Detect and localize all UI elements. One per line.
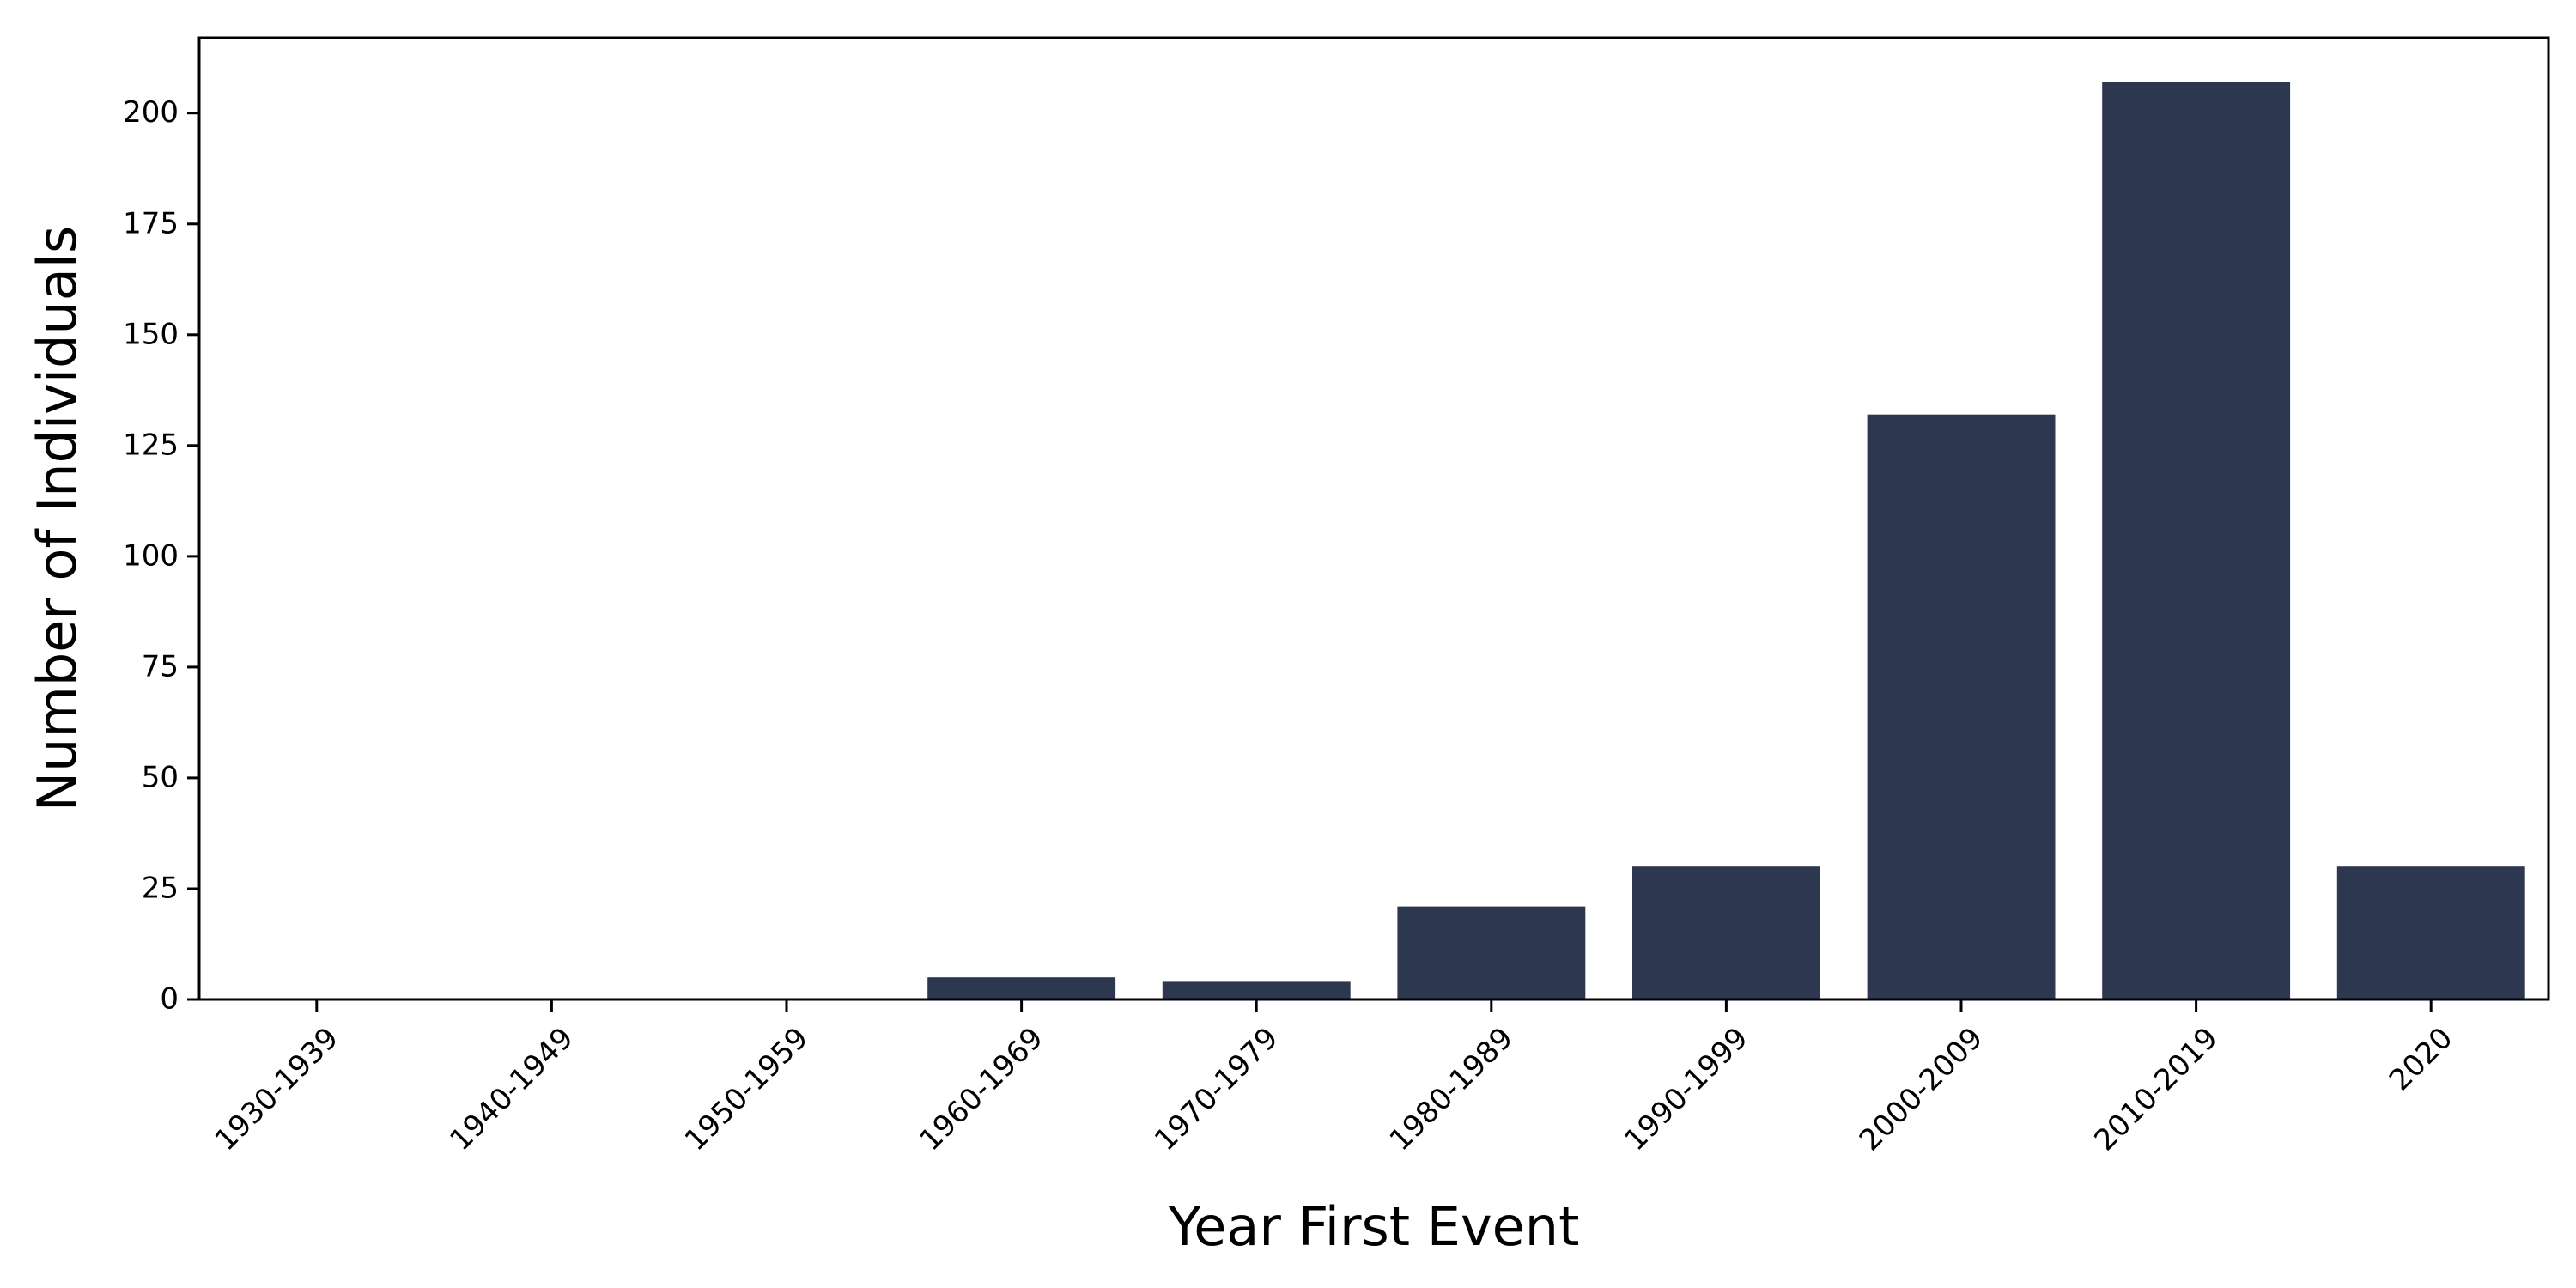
axes-layer bbox=[197, 36, 2550, 1001]
y-tick-label: 175 bbox=[123, 206, 179, 240]
bar-1960-1969 bbox=[927, 977, 1116, 999]
bar-2020 bbox=[2336, 866, 2525, 999]
y-tick-label: 0 bbox=[160, 982, 179, 1017]
y-tick-label: 75 bbox=[142, 649, 179, 683]
x-tick-label: 1960-1969 bbox=[913, 1021, 1049, 1157]
x-tick-label: 1950-1959 bbox=[678, 1021, 815, 1157]
y-tick-label: 150 bbox=[123, 317, 179, 351]
y-axis-title: Number of Individuals bbox=[26, 226, 88, 811]
x-tick-label: 1970-1979 bbox=[1148, 1021, 1285, 1157]
x-tick-label: 1980-1989 bbox=[1383, 1021, 1520, 1157]
plot-frame bbox=[197, 36, 2550, 1001]
y-tick-label: 50 bbox=[142, 760, 179, 794]
y-tick-label: 25 bbox=[142, 872, 179, 906]
x-tick-label: 2020 bbox=[2383, 1021, 2459, 1097]
bar-1990-1999 bbox=[1632, 866, 1820, 999]
bar-1970-1979 bbox=[1162, 981, 1351, 999]
x-axis: 1930-1939 1940-1949 1950-1959 1960-1969 1970… bbox=[209, 999, 2459, 1157]
y-tick-label: 200 bbox=[123, 95, 179, 130]
bar-2000-2009 bbox=[1867, 414, 2056, 999]
x-axis-title: Year First Event bbox=[1168, 1195, 1580, 1258]
x-tick-label: 2000-2009 bbox=[1853, 1021, 1990, 1157]
y-axis: 0 25 50 75 100 125 150 175 200 bbox=[123, 95, 199, 1017]
x-tick-label: 2010-2019 bbox=[2087, 1021, 2224, 1157]
bar-2010-2019 bbox=[2102, 82, 2291, 1000]
x-tick-label: 1990-1999 bbox=[1618, 1021, 1754, 1157]
x-tick-label: 1930-1939 bbox=[209, 1021, 345, 1157]
x-tick-label: 1940-1949 bbox=[443, 1021, 580, 1157]
bars-layer bbox=[927, 82, 2525, 1000]
bar-1980-1989 bbox=[1397, 906, 1586, 999]
y-tick-label: 100 bbox=[123, 538, 179, 573]
y-tick-label: 125 bbox=[123, 428, 179, 462]
